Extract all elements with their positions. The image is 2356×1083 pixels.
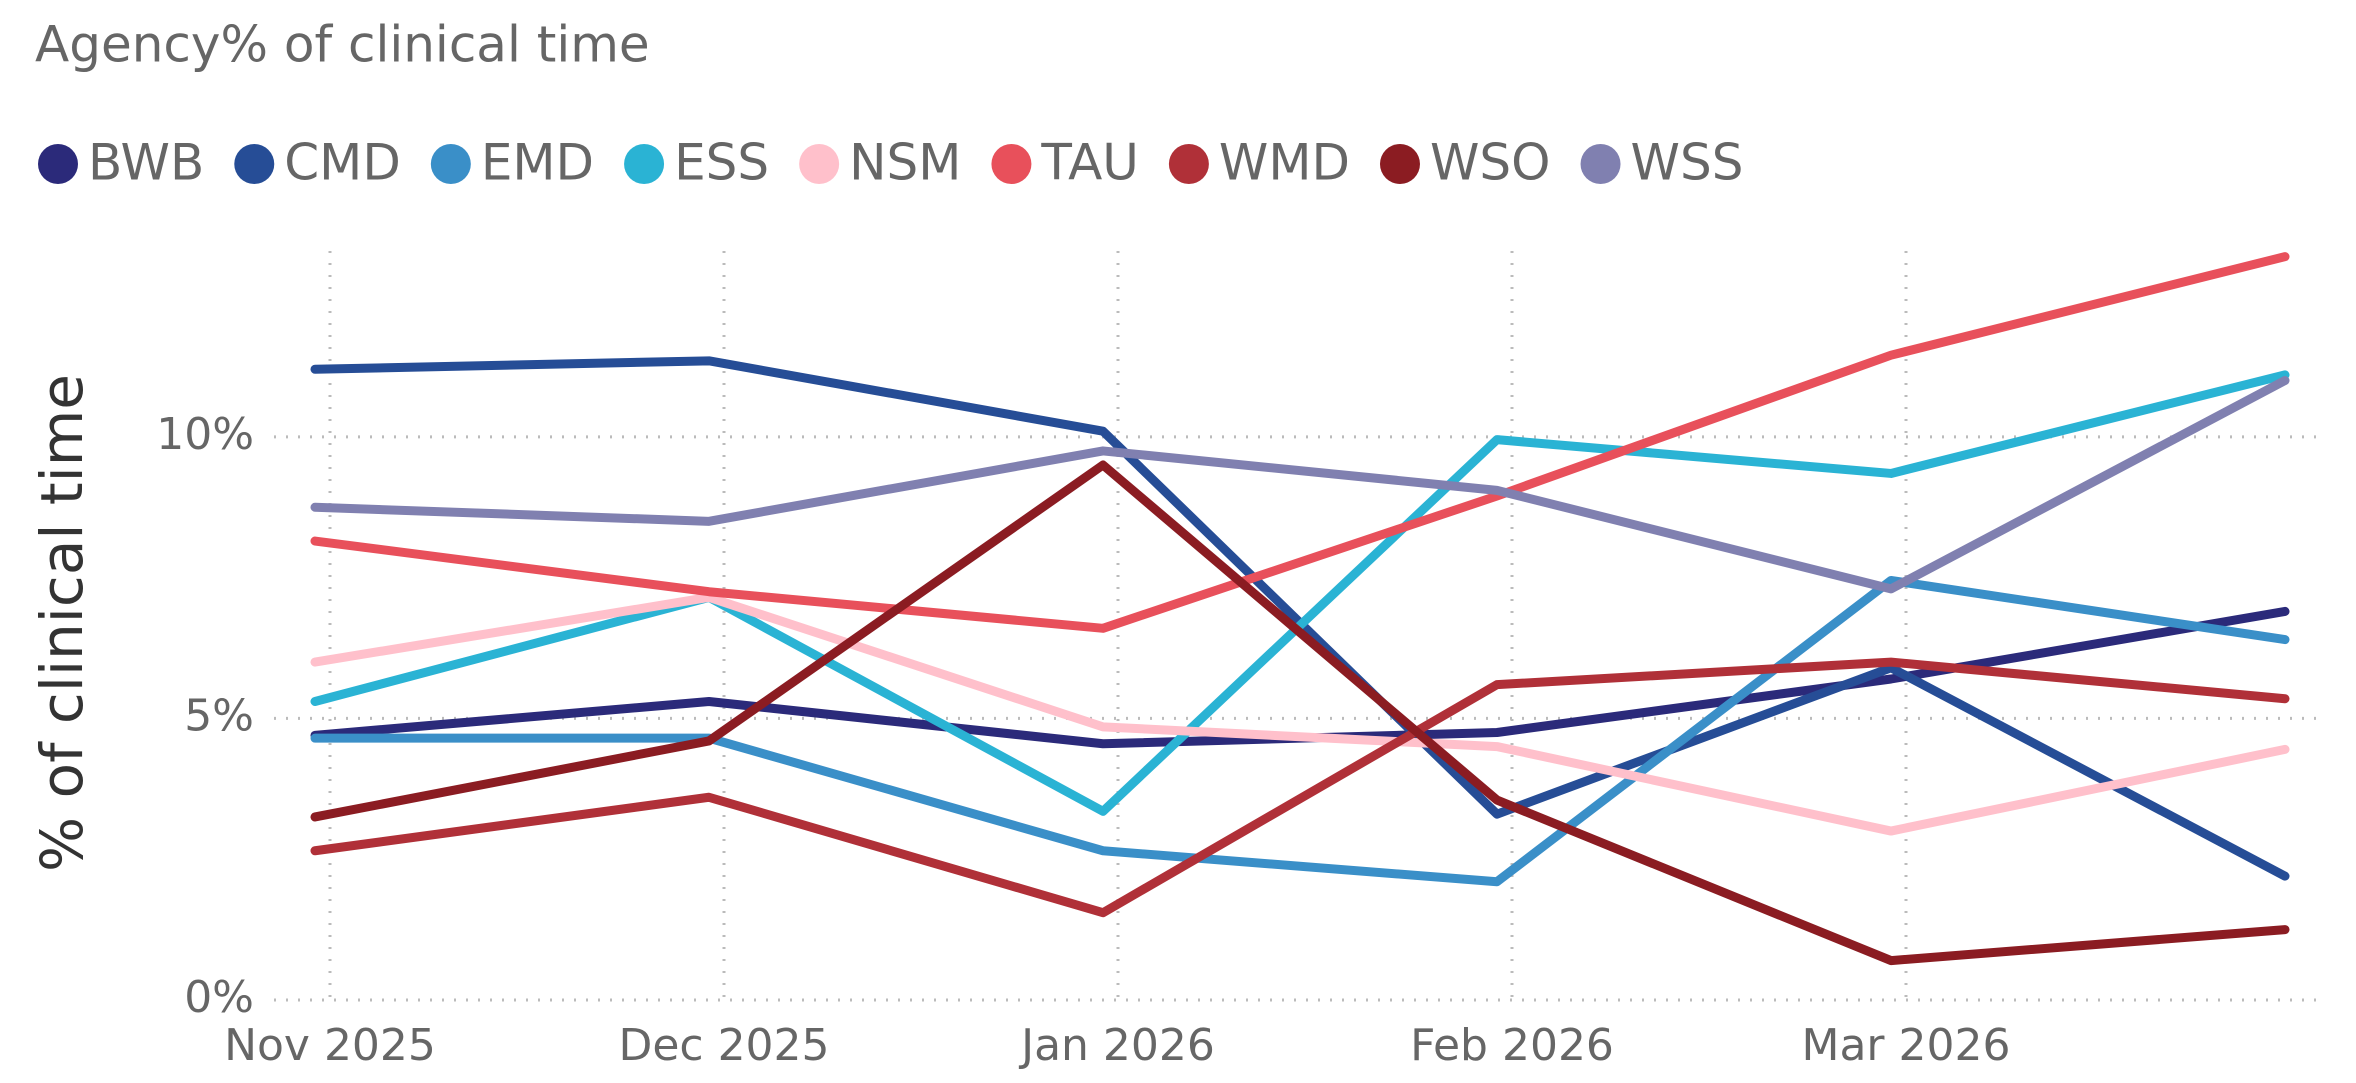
series-line bbox=[310, 252, 2290, 633]
x-tick-label: Dec 2025 bbox=[618, 1020, 829, 1071]
legend-swatch bbox=[1168, 144, 1209, 184]
legend-swatch bbox=[38, 144, 78, 184]
y-tick-label: 10% bbox=[156, 409, 254, 460]
legend-swatch bbox=[991, 144, 1032, 184]
legend-swatch bbox=[799, 144, 840, 184]
legend-swatch bbox=[1580, 144, 1621, 184]
legend-swatch bbox=[624, 144, 665, 184]
legend-swatch bbox=[234, 144, 275, 184]
chart-title: Agency% of clinical time bbox=[35, 16, 650, 74]
legend-label: BWB bbox=[88, 134, 204, 192]
x-tick-label: Feb 2026 bbox=[1410, 1020, 1614, 1071]
y-axis-title: % of clinical time bbox=[28, 374, 96, 872]
legend-label: WSS bbox=[1631, 134, 1744, 192]
legend-label: CMD bbox=[284, 134, 401, 192]
legend-label: TAU bbox=[1040, 134, 1138, 192]
legend-label: EMD bbox=[481, 134, 594, 192]
series-line bbox=[310, 592, 2290, 836]
x-tick-label: Nov 2025 bbox=[224, 1020, 436, 1071]
y-tick-label: 5% bbox=[184, 690, 254, 741]
legend-label: WSO bbox=[1430, 134, 1551, 192]
series-line bbox=[310, 370, 2290, 816]
y-tick-label: 0% bbox=[184, 972, 254, 1023]
legend-label: WMD bbox=[1219, 134, 1350, 192]
legend-swatch bbox=[430, 144, 471, 184]
series-line bbox=[310, 657, 2290, 918]
series-line bbox=[310, 575, 2290, 887]
legend-label: ESS bbox=[674, 134, 769, 192]
series-line bbox=[310, 460, 2290, 966]
x-tick-label: Jan 2026 bbox=[1018, 1020, 1215, 1071]
legend-swatch bbox=[1379, 144, 1420, 184]
legend-label: NSM bbox=[849, 134, 961, 192]
x-tick-label: Mar 2026 bbox=[1802, 1020, 2011, 1071]
series-line bbox=[310, 376, 2290, 594]
